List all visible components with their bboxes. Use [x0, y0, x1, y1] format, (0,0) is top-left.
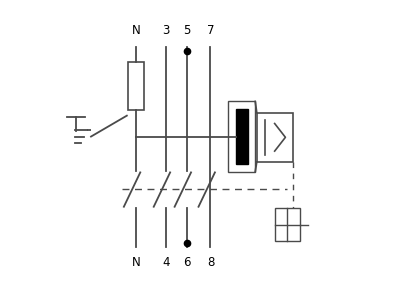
Text: 8: 8: [207, 256, 214, 269]
Bar: [275, 208, 300, 241]
Bar: [128, 62, 144, 110]
Bar: [257, 113, 292, 162]
Text: 6: 6: [183, 256, 190, 269]
Text: 4: 4: [162, 256, 170, 269]
Text: N: N: [132, 23, 140, 37]
Text: 5: 5: [183, 23, 190, 37]
Bar: [236, 109, 248, 164]
Text: 7: 7: [207, 23, 214, 37]
Bar: [228, 101, 255, 172]
Text: N: N: [132, 256, 140, 269]
Text: 3: 3: [162, 23, 169, 37]
